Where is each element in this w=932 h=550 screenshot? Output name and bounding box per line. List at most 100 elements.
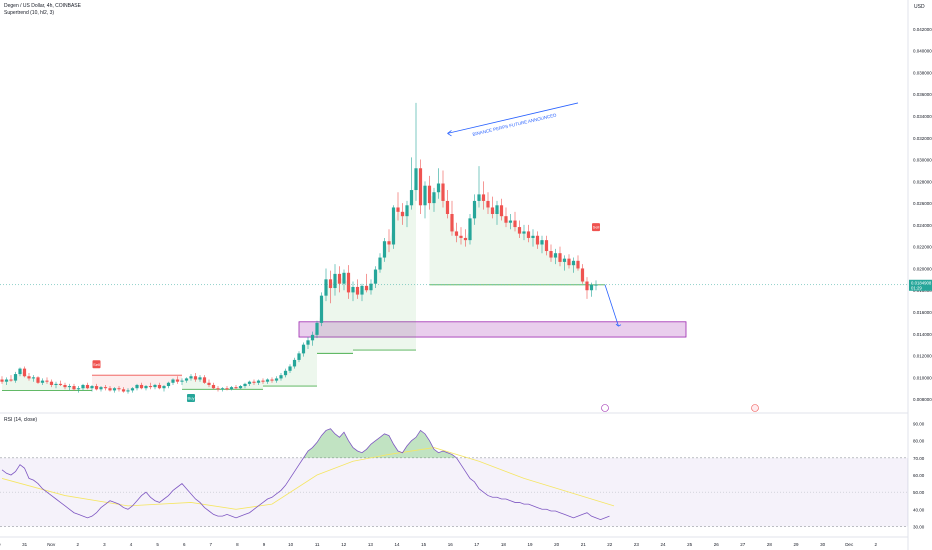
time-tick-label: 10 bbox=[288, 542, 294, 547]
candle bbox=[517, 220, 522, 238]
candle-body bbox=[445, 200, 450, 214]
candle-body bbox=[387, 241, 391, 245]
rsi-overbought-fill bbox=[411, 437, 416, 458]
candle-body bbox=[256, 380, 261, 383]
price-tick-label: 0.022000 bbox=[913, 245, 932, 250]
candle-body bbox=[504, 216, 508, 223]
rsi-overbought-fill bbox=[326, 428, 331, 458]
candle bbox=[274, 376, 279, 383]
candle-body bbox=[0, 379, 4, 382]
candle bbox=[22, 366, 27, 378]
rsi-overbought-fill bbox=[335, 433, 340, 458]
candle-body bbox=[198, 377, 202, 380]
candle-body bbox=[27, 376, 31, 379]
projection-arrow bbox=[604, 284, 619, 327]
candle bbox=[540, 235, 544, 254]
candle-body bbox=[58, 383, 63, 385]
candle bbox=[189, 374, 193, 381]
candle-body bbox=[562, 258, 567, 262]
candle-body bbox=[130, 388, 135, 391]
time-tick-label: 23 bbox=[634, 542, 640, 547]
candle-body bbox=[162, 386, 166, 389]
candle bbox=[256, 379, 261, 385]
candle-body bbox=[31, 377, 36, 379]
candle bbox=[477, 166, 481, 208]
candle bbox=[27, 372, 31, 381]
time-tick-label: 16 bbox=[448, 542, 454, 547]
time-tick-label: 5 bbox=[156, 542, 159, 547]
candle bbox=[463, 229, 468, 247]
candle bbox=[337, 266, 342, 293]
candle bbox=[67, 383, 72, 391]
candle bbox=[306, 337, 310, 350]
rsi-tick-label: 40.00 bbox=[913, 507, 925, 512]
candle-body bbox=[274, 378, 279, 381]
price-tick-label: 0.030000 bbox=[913, 158, 932, 163]
candle bbox=[108, 386, 112, 392]
candle bbox=[0, 376, 4, 384]
price-tick-label: 0.038000 bbox=[913, 70, 932, 75]
time-tick-label: 25 bbox=[687, 542, 693, 547]
candle-body bbox=[180, 380, 184, 382]
candle bbox=[333, 264, 337, 296]
annotation-arrowhead bbox=[447, 130, 452, 137]
candle-body bbox=[36, 377, 40, 383]
candle-body bbox=[315, 322, 319, 335]
rsi-tick-label: 70.00 bbox=[913, 456, 925, 461]
candle-body bbox=[571, 260, 576, 266]
candle bbox=[387, 229, 391, 253]
rsi-tick-label: 90.00 bbox=[913, 422, 925, 427]
candle bbox=[288, 364, 292, 373]
sell-badge bbox=[92, 360, 101, 369]
candle bbox=[162, 384, 166, 392]
rsi-line bbox=[1, 428, 610, 520]
candle bbox=[90, 384, 94, 392]
candle bbox=[418, 159, 423, 214]
candle bbox=[166, 381, 171, 389]
candle-body bbox=[261, 380, 265, 382]
candle-body bbox=[90, 386, 94, 389]
candle bbox=[153, 383, 157, 390]
supertrend-fill bbox=[353, 179, 416, 351]
rsi-overbought-fill bbox=[366, 444, 371, 458]
candle-body bbox=[378, 257, 382, 270]
candle bbox=[414, 102, 418, 201]
demand-zone bbox=[298, 321, 687, 338]
candle bbox=[360, 283, 364, 302]
candle-body bbox=[49, 381, 54, 385]
candle bbox=[351, 281, 355, 302]
event-icon bbox=[601, 404, 609, 412]
time-tick-label: 19 bbox=[527, 542, 533, 547]
time-tick-label: 6 bbox=[183, 542, 186, 547]
candle bbox=[486, 192, 490, 214]
candle bbox=[13, 371, 18, 383]
candle bbox=[243, 382, 247, 389]
candle bbox=[175, 376, 180, 384]
candle-body bbox=[63, 384, 67, 388]
candle-body bbox=[499, 205, 504, 217]
rsi-overbought-fill bbox=[375, 437, 380, 458]
candle-body bbox=[328, 279, 333, 289]
rsi-overbought-fill bbox=[434, 449, 439, 458]
time-tick-label: 21 bbox=[581, 542, 587, 547]
candle-body bbox=[450, 214, 454, 232]
candle bbox=[310, 331, 315, 346]
time-tick-label: 17 bbox=[474, 542, 480, 547]
candle-body bbox=[558, 253, 562, 262]
currency-label: USD bbox=[914, 4, 925, 10]
candle bbox=[36, 376, 40, 384]
candle bbox=[432, 187, 436, 212]
candle-body bbox=[589, 284, 594, 291]
candle bbox=[103, 384, 108, 391]
candle-body bbox=[567, 258, 571, 266]
candle-body bbox=[238, 386, 243, 389]
candle bbox=[513, 211, 517, 232]
candle-body bbox=[225, 388, 229, 390]
candle bbox=[94, 383, 99, 391]
candle bbox=[558, 246, 562, 267]
candle bbox=[508, 214, 513, 230]
candle-body bbox=[166, 382, 171, 387]
candle-body bbox=[594, 284, 598, 286]
candle bbox=[202, 375, 207, 384]
